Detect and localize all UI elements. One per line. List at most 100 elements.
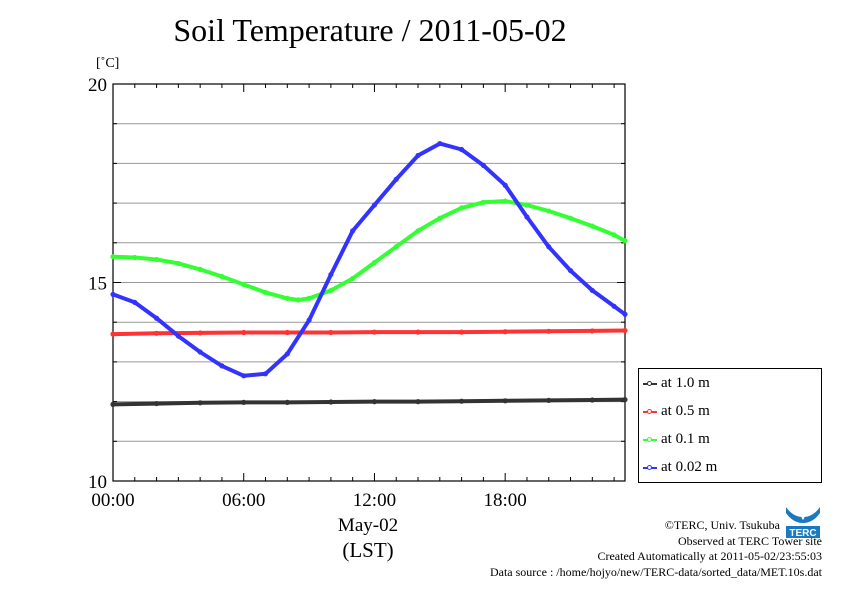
- series-point-3: [546, 244, 552, 250]
- series-point-0: [371, 398, 378, 405]
- series-point-2: [241, 281, 247, 288]
- series-point-3: [328, 271, 334, 278]
- y-tick-label: 20: [88, 75, 107, 96]
- series-point-3: [132, 299, 138, 305]
- series-point-3: [393, 176, 399, 182]
- legend-label-002m: at 0.02 m: [661, 459, 718, 475]
- data-source-text: Data source : /home/hojyo/new/TERC-data/…: [489, 564, 822, 579]
- legend-item-05m: at 0.5 m: [643, 401, 710, 421]
- series-point-2: [295, 297, 301, 303]
- legend-swatch-05m: [643, 408, 657, 414]
- series-point-3: [262, 371, 269, 377]
- series-point-2: [262, 289, 269, 296]
- series-point-0: [415, 398, 421, 405]
- series-point-2: [622, 238, 628, 244]
- legend-swatch-01m: [643, 436, 657, 442]
- series-point-2: [350, 275, 356, 282]
- x-tick-label: 18:00: [484, 490, 527, 511]
- legend-swatch-002m: [643, 464, 657, 470]
- series-line-3: [111, 141, 627, 378]
- series-point-1: [546, 328, 552, 334]
- credits-block: ©TERC, Univ. Tsukuba Observed at TERC To…: [490, 518, 822, 580]
- series-point-2: [393, 244, 399, 250]
- series-point-2: [219, 273, 225, 280]
- series-point-3: [241, 373, 247, 379]
- series-point-3: [611, 303, 617, 309]
- series-point-3: [197, 349, 203, 355]
- series-line-2: [111, 199, 627, 302]
- series-point-0: [546, 397, 552, 404]
- series-line-1: [111, 328, 627, 337]
- series-point-1: [589, 328, 595, 334]
- series-point-0: [589, 397, 595, 403]
- series-point-2: [458, 205, 465, 211]
- series-point-2: [567, 215, 574, 221]
- series-point-0: [458, 398, 465, 404]
- series-point-1: [328, 329, 334, 336]
- legend-swatch-1m: [643, 380, 657, 386]
- legend-item-002m: at 0.02 m: [643, 457, 717, 477]
- series-point-1: [458, 329, 465, 335]
- series-point-2: [589, 223, 595, 229]
- series-point-3: [524, 214, 530, 220]
- series-point-2: [502, 198, 508, 204]
- created-text: Created Automatically at 2011-05-02/23:5…: [597, 549, 822, 563]
- series-point-1: [502, 329, 508, 335]
- x-tick-label: 06:00: [222, 490, 265, 511]
- copyright-text: ©TERC, Univ. Tsukuba: [664, 518, 780, 532]
- series-point-3: [437, 140, 443, 147]
- series-point-2: [371, 260, 378, 266]
- series-point-3: [175, 333, 181, 339]
- legend-item-01m: at 0.1 m: [643, 429, 710, 449]
- x-axis-date-label: May-02: [337, 515, 399, 536]
- series-point-0: [197, 400, 203, 406]
- legend-item-1m: at 1.0 m: [643, 373, 710, 393]
- series-point-2: [611, 232, 617, 238]
- series-point-3: [415, 152, 421, 159]
- series-point-2: [197, 266, 203, 272]
- series-point-1: [110, 331, 116, 337]
- series-point-2: [328, 287, 334, 294]
- series-point-0: [502, 398, 508, 404]
- y-tick-label: 10: [88, 472, 107, 493]
- series-point-3: [350, 228, 356, 234]
- series-point-2: [306, 295, 312, 301]
- legend-label-05m: at 0.5 m: [661, 403, 710, 419]
- series-point-3: [153, 315, 160, 321]
- series-point-3: [458, 146, 465, 153]
- y-axis-unit-label: [˚C]: [96, 56, 120, 71]
- x-tick-label: 12:00: [353, 490, 396, 511]
- series-point-3: [306, 317, 312, 323]
- series-point-1: [197, 330, 203, 336]
- series-point-2: [284, 295, 290, 301]
- series-point-3: [219, 363, 225, 369]
- series-point-2: [546, 208, 552, 214]
- series-point-1: [371, 329, 378, 335]
- series-point-1: [284, 329, 290, 336]
- chart-legend: at 1.0 m at 0.5 m at 0.1 m at 0.02 m: [638, 368, 822, 483]
- series-point-3: [284, 351, 290, 357]
- series-point-0: [153, 400, 160, 407]
- series-point-2: [175, 260, 181, 267]
- series-line-0: [111, 397, 627, 407]
- series-point-2: [153, 256, 160, 263]
- series-point-3: [622, 311, 628, 317]
- series-point-2: [132, 254, 138, 261]
- terc-logo-icon: TERC: [784, 503, 822, 539]
- x-axis-timezone-label: (LST): [342, 538, 394, 562]
- series-point-1: [241, 329, 247, 336]
- series-point-1: [622, 327, 628, 334]
- observed-text: Observed at TERC Tower site: [677, 533, 822, 548]
- series-point-3: [567, 267, 574, 274]
- series-point-3: [371, 202, 378, 208]
- y-tick-label: 15: [88, 274, 107, 295]
- series-point-3: [480, 162, 486, 168]
- legend-label-1m: at 1.0 m: [661, 375, 710, 391]
- series-point-3: [110, 291, 116, 298]
- series-point-2: [415, 228, 421, 234]
- series-point-2: [524, 202, 530, 208]
- series-point-1: [153, 330, 160, 336]
- series-point-0: [241, 399, 247, 405]
- series-point-3: [502, 182, 508, 188]
